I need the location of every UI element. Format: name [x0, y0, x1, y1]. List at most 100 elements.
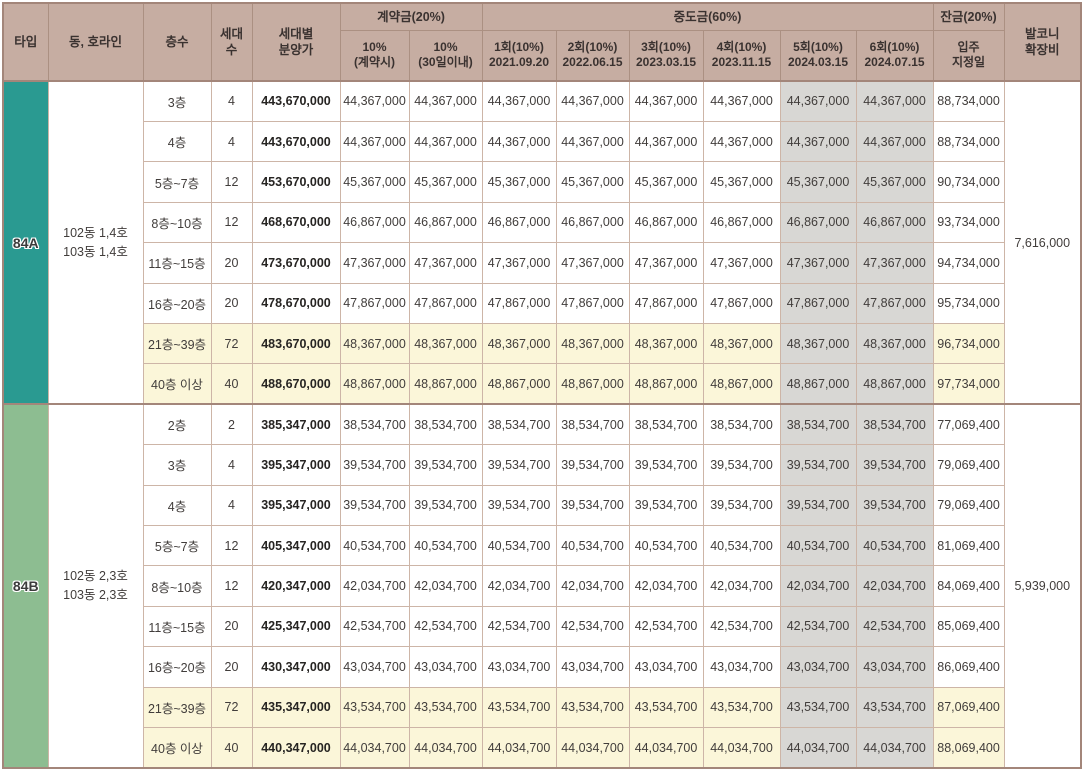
- cell-floor: 3층: [142, 79, 212, 122]
- cell-payment-5: 43,534,700: [628, 686, 704, 729]
- cell-payment-1: 43,534,700: [339, 686, 410, 729]
- cell-unit-count: 72: [210, 322, 253, 365]
- cell-floor: 2층: [142, 403, 212, 446]
- cell-unit-count: 72: [210, 686, 253, 729]
- cell-price: 443,670,000: [251, 120, 341, 163]
- table-row: 16층~20층 20 478,670,000 47,867,000 47,867,000…: [3, 282, 1081, 324]
- cell-payment-1: 40,534,700: [339, 524, 410, 567]
- cell-floor: 5층~7층: [142, 524, 212, 567]
- col-header-contract-1: 10% (계약시): [339, 29, 410, 82]
- cell-payment-1: 47,367,000: [339, 242, 410, 284]
- cell-floor: 4층: [142, 120, 212, 163]
- cell-payment-4: 44,034,700: [555, 727, 630, 769]
- col-header-move-in-date: 입주 지정일: [932, 29, 1005, 82]
- cell-payment-1: 46,867,000: [339, 201, 410, 244]
- cell-payment-8: 44,034,700: [855, 727, 934, 769]
- cell-payment-2: 43,534,700: [408, 686, 483, 729]
- cell-payment-5: 39,534,700: [628, 444, 704, 486]
- cell-balance: 93,734,000: [932, 201, 1005, 244]
- cell-payment-4: 48,367,000: [555, 322, 630, 365]
- cell-payment-1: 42,034,700: [339, 565, 410, 607]
- col-header-dong-line: 동, 호라인: [47, 2, 144, 82]
- cell-type: 84B: [2, 403, 49, 769]
- col-header-unit-count: 세대 수: [210, 2, 253, 82]
- cell-payment-6: 47,367,000: [702, 242, 781, 284]
- cell-payment-2: 43,034,700: [408, 646, 483, 688]
- cell-payment-6: 45,367,000: [702, 161, 781, 203]
- col-header-type: 타입: [2, 2, 49, 82]
- cell-payment-2: 42,034,700: [408, 565, 483, 607]
- cell-payment-3: 46,867,000: [481, 201, 557, 244]
- col-header-interim-1: 1회(10%) 2021.09.20: [481, 29, 557, 82]
- cell-balance: 79,069,400: [932, 444, 1005, 486]
- table-row: 21층~39층 72 483,670,000 48,367,000 48,367,000…: [3, 322, 1081, 365]
- table-row: 84B 102동 2,3호 103동 2,3호 2층 2 385,347,000 38,5…: [2, 403, 1082, 769]
- cell-payment-1: 48,867,000: [339, 363, 410, 405]
- cell-payment-8: 46,867,000: [855, 201, 934, 244]
- cell-balcony-fee: 5,939,000: [1003, 403, 1082, 769]
- cell-payment-6: 48,367,000: [702, 322, 781, 365]
- col-header-balcony-fee: 발코니 확장비: [1003, 2, 1082, 82]
- table-row: 11층~15층 20 425,347,000 42,534,700 42,534,700…: [3, 605, 1081, 648]
- cell-payment-8: 40,534,700: [855, 524, 934, 567]
- cell-payment-5: 44,034,700: [628, 727, 704, 769]
- cell-payment-5: 40,534,700: [628, 524, 704, 567]
- cell-payment-7: 46,867,000: [779, 201, 857, 244]
- cell-payment-8: 39,534,700: [855, 444, 934, 486]
- table-row: 5층~7층 12 405,347,000 40,534,700 40,534,700 40…: [3, 524, 1081, 567]
- cell-payment-5: 42,034,700: [628, 565, 704, 607]
- cell-payment-6: 43,034,700: [702, 646, 781, 688]
- table-row: 11층~15층 20 473,670,000 47,367,000 47,367,000…: [3, 242, 1081, 284]
- cell-balance: 79,069,400: [932, 484, 1005, 526]
- cell-payment-2: 42,534,700: [408, 605, 483, 648]
- cell-payment-1: 47,867,000: [339, 282, 410, 324]
- cell-price: 395,347,000: [251, 444, 341, 486]
- cell-floor: 5층~7층: [142, 161, 212, 203]
- cell-price: 483,670,000: [251, 322, 341, 365]
- table-row: 16층~20층 20 430,347,000 43,034,700 43,034,700…: [3, 646, 1081, 688]
- cell-unit-count: 20: [210, 646, 253, 688]
- cell-payment-4: 44,367,000: [555, 120, 630, 163]
- cell-balance: 90,734,000: [932, 161, 1005, 203]
- cell-unit-count: 4: [210, 484, 253, 526]
- cell-unit-count: 20: [210, 242, 253, 284]
- cell-unit-count: 20: [210, 282, 253, 324]
- cell-payment-6: 39,534,700: [702, 444, 781, 486]
- cell-unit-count: 40: [210, 727, 253, 769]
- cell-payment-8: 42,034,700: [855, 565, 934, 607]
- cell-price: 440,347,000: [251, 727, 341, 769]
- cell-payment-1: 42,534,700: [339, 605, 410, 648]
- cell-unit-count: 12: [210, 524, 253, 567]
- table-row: 21층~39층 72 435,347,000 43,534,700 43,534,700…: [3, 686, 1081, 729]
- cell-payment-5: 38,534,700: [628, 403, 704, 446]
- cell-floor: 21층~39층: [142, 686, 212, 729]
- cell-payment-3: 47,367,000: [481, 242, 557, 284]
- cell-payment-7: 44,367,000: [779, 79, 857, 122]
- cell-price: 478,670,000: [251, 282, 341, 324]
- cell-payment-6: 44,034,700: [702, 727, 781, 769]
- cell-balance: 88,069,400: [932, 727, 1005, 769]
- cell-payment-5: 48,867,000: [628, 363, 704, 405]
- cell-payment-2: 45,367,000: [408, 161, 483, 203]
- cell-balance: 85,069,400: [932, 605, 1005, 648]
- cell-payment-4: 39,534,700: [555, 444, 630, 486]
- cell-balance: 95,734,000: [932, 282, 1005, 324]
- cell-payment-8: 43,034,700: [855, 646, 934, 688]
- cell-balance: 77,069,400: [932, 403, 1005, 446]
- cell-floor: 8층~10층: [142, 201, 212, 244]
- cell-balance: 88,734,000: [932, 120, 1005, 163]
- cell-balance: 94,734,000: [932, 242, 1005, 284]
- cell-payment-6: 39,534,700: [702, 484, 781, 526]
- cell-unit-count: 20: [210, 605, 253, 648]
- cell-type: 84A: [2, 79, 49, 405]
- cell-balance: 97,734,000: [932, 363, 1005, 405]
- cell-payment-3: 48,367,000: [481, 322, 557, 365]
- cell-payment-7: 48,867,000: [779, 363, 857, 405]
- cell-payment-4: 44,367,000: [555, 79, 630, 122]
- cell-balance: 87,069,400: [932, 686, 1005, 729]
- cell-floor: 3층: [142, 444, 212, 486]
- cell-payment-3: 45,367,000: [481, 161, 557, 203]
- cell-payment-4: 40,534,700: [555, 524, 630, 567]
